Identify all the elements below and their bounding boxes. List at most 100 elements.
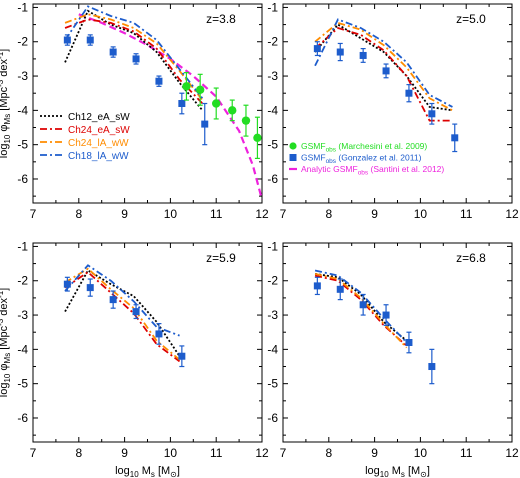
y-tick-label: -3 (267, 69, 278, 83)
x-axis-label: log10 Ms [M⊙] (115, 465, 180, 478)
y-tick-label: -3 (267, 308, 278, 322)
series-ch24-la-ww (64, 13, 204, 101)
x-label-unit: [M (405, 465, 420, 477)
x-label-m: M (389, 465, 401, 477)
legend-marker-circle (289, 142, 297, 150)
data-point-square (382, 67, 390, 75)
legend-label: Ch18_lA_wW (68, 151, 129, 162)
y-tick-label: -2 (267, 35, 278, 49)
y-tick-label: -5 (17, 377, 28, 391)
y-label-phi: φ (0, 124, 10, 134)
x-tick-label: 12 (255, 207, 269, 221)
x-label-sub: ⊙ (170, 470, 177, 478)
y-label-log: log (0, 144, 10, 159)
legend-label-sub: obs (358, 170, 369, 177)
y-label-log: log (0, 383, 10, 398)
series-ch18-la-ww (314, 18, 453, 108)
data-point-square (359, 301, 367, 309)
data-point-square (86, 284, 94, 292)
x-axis-label: log10 Ms [M⊙] (365, 465, 430, 478)
y-label-unit: ] (0, 288, 10, 291)
x-tick-label: 9 (371, 446, 378, 460)
y-label-sub: 10 (3, 134, 12, 143)
data-point-square (382, 311, 390, 319)
x-tick-label: 7 (280, 207, 287, 221)
y-label-sub: Ms (3, 114, 12, 125)
y-label-sub: 10 (3, 373, 12, 382)
legend-label: Ch12_eA_sW (68, 112, 130, 123)
legend-label-main: GSMF (301, 153, 326, 163)
y-label-unit: [Mpc (0, 325, 10, 352)
legend-label-rest: (Gonzalez et al. 2011) (336, 153, 422, 163)
legend-label-sub: obs (326, 158, 337, 165)
data-point-square (405, 89, 413, 97)
legend-label-sub: obs (326, 147, 337, 154)
x-tick-label: 8 (75, 207, 82, 221)
data-point-square (178, 352, 186, 360)
data-point-square (86, 36, 94, 44)
legend-label: Analytic GSMFobs (Santini et al. 2012) (301, 164, 444, 177)
data-point-square (428, 110, 436, 118)
y-label-sup: -3 (0, 318, 5, 326)
y-label-unit: dex (0, 297, 10, 318)
data-point-square (451, 134, 459, 142)
legend-label-rest: (Marchesini et al. 2009) (336, 141, 427, 151)
data-point-square (201, 120, 209, 128)
x-label-m: M (139, 465, 151, 477)
legend-label-main: GSMF (301, 141, 326, 151)
series-ch18-la-ww (64, 264, 180, 337)
y-tick-label: -2 (17, 35, 28, 49)
data-point-square (178, 100, 186, 107)
series-ch12-ea-sw (314, 272, 408, 342)
data-point-square (132, 308, 140, 316)
y-tick-label: -6 (267, 172, 278, 186)
plot-frame (282, 242, 513, 443)
analytic-curve (78, 13, 262, 200)
data-point-square (313, 45, 321, 53)
legend-label: Ch24_eA_sW (68, 125, 130, 136)
x-tick-label: 12 (505, 446, 519, 460)
y-tick-label: -4 (17, 103, 28, 117)
data-point-square (63, 280, 71, 288)
series-ch24-ea-sw (314, 27, 453, 122)
data-point-square (359, 51, 367, 59)
legend-label-main: Analytic GSMF (301, 164, 358, 174)
x-label-sub: 10 (130, 470, 139, 478)
x-label-sub: ⊙ (420, 470, 427, 478)
legend-label-rest: (Santini et al. 2012) (368, 164, 444, 174)
plot-area (63, 264, 186, 368)
y-label-unit: dex (0, 58, 10, 79)
y-tick-label: -3 (17, 69, 28, 83)
y-tick-label: -5 (267, 377, 278, 391)
x-label-unit: [M (155, 465, 170, 477)
x-tick-label: 9 (121, 207, 128, 221)
legend-marker-square (289, 154, 297, 161)
y-label-sup: -1 (0, 51, 5, 59)
x-tick-label: 8 (325, 446, 332, 460)
x-tick-label: 11 (210, 207, 223, 221)
x-tick-label: 8 (75, 446, 82, 460)
data-point-circle (212, 99, 221, 108)
x-tick-label: 10 (414, 207, 428, 221)
x-tick-label: 10 (164, 207, 178, 221)
panel-title: z=3.8 (206, 12, 236, 26)
series-ch24-la-ww (314, 21, 453, 112)
data-point-square (336, 285, 344, 293)
x-label-unit: ] (177, 465, 180, 477)
panel-title: z=6.8 (456, 251, 486, 265)
data-point-square (109, 296, 117, 304)
legend-label: GSMFobs (Gonzalez et al. 2011) (301, 153, 422, 166)
data-point-square (405, 339, 413, 346)
legend-label: Ch24_lA_wW (68, 138, 129, 149)
data-point-square (155, 330, 163, 338)
y-tick-label: -5 (267, 138, 278, 152)
x-tick-label: 10 (164, 446, 178, 460)
series-ch24-ea-sw (64, 18, 204, 105)
y-axis-label: log10 φMs [Mpc-3 dex-1] (0, 288, 12, 397)
x-tick-label: 7 (280, 446, 287, 460)
legend-label: GSMFobs (Marchesini et al. 2009) (301, 141, 427, 154)
series-ch18-la-ww (314, 269, 408, 344)
x-tick-label: 11 (460, 207, 473, 221)
